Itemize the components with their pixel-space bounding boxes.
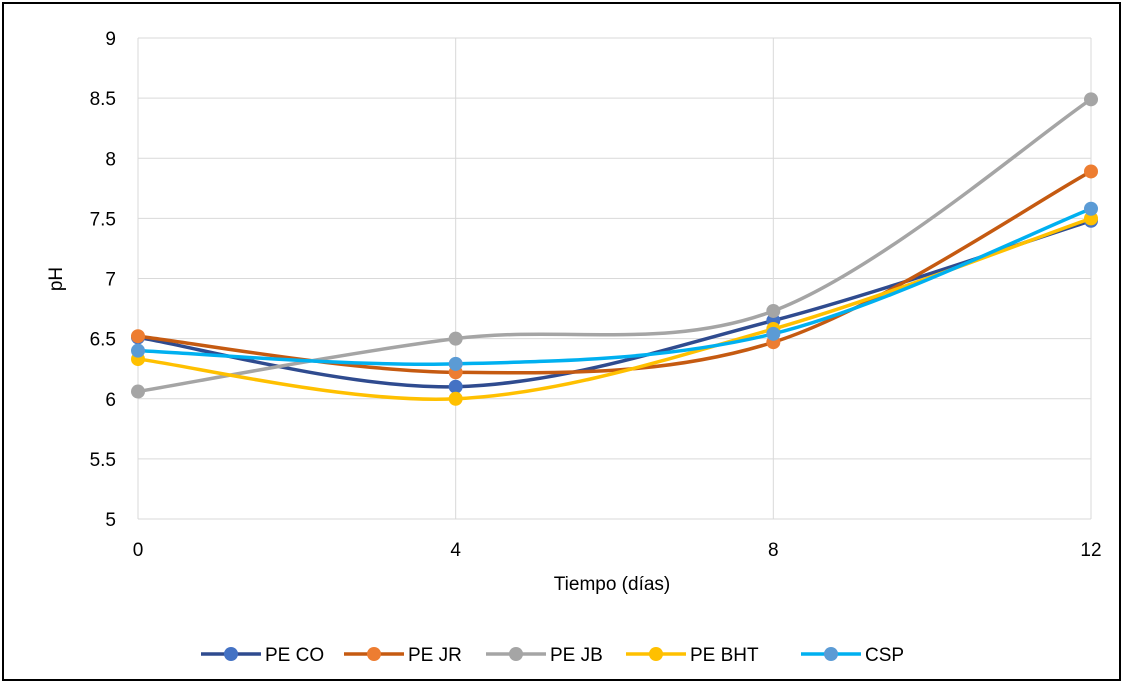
- data-point: [766, 303, 781, 318]
- data-point: [448, 379, 463, 394]
- legend-marker: [367, 647, 381, 661]
- x-tick-label: 12: [1080, 540, 1101, 561]
- legend-item: PE JR: [344, 645, 462, 666]
- legend-label: CSP: [865, 645, 904, 666]
- series-pe-jb: [131, 92, 1098, 399]
- data-point: [1084, 211, 1098, 226]
- x-tick-label: 4: [450, 540, 461, 561]
- legend-item: CSP: [801, 645, 904, 666]
- data-point: [448, 391, 463, 406]
- x-tick-label: 0: [133, 540, 144, 561]
- legend: PE CO PE JR PE JB PE BHT CSP: [201, 645, 904, 666]
- data-point: [1084, 164, 1098, 179]
- y-tick-label: 5.5: [90, 450, 116, 471]
- series-line: [136, 207, 1093, 366]
- series-line: [136, 97, 1093, 394]
- legend-label: PE JB: [550, 645, 603, 666]
- y-axis-ticks: 5 5.5 6 6.5 7 7.5 8 8.5 9: [90, 29, 116, 531]
- grid: [137, 37, 1092, 520]
- series-csp: [131, 201, 1098, 371]
- x-tick-label: 8: [768, 540, 779, 561]
- y-tick-label: 8: [105, 149, 116, 170]
- series-group: [131, 92, 1098, 406]
- y-tick-label: 7.5: [90, 209, 116, 230]
- legend-label: PE CO: [265, 645, 324, 666]
- data-point: [1084, 92, 1098, 107]
- series-pe-jr: [131, 164, 1098, 380]
- y-tick-label: 5: [105, 510, 116, 531]
- data-point: [131, 384, 145, 399]
- series-line: [136, 219, 1093, 389]
- legend-label: PE JR: [408, 645, 462, 666]
- data-point: [766, 326, 781, 341]
- data-point: [1084, 201, 1098, 216]
- data-point: [131, 343, 145, 358]
- data-point: [448, 331, 463, 346]
- legend-marker: [824, 647, 838, 661]
- y-tick-label: 9: [105, 29, 116, 50]
- legend-item: PE BHT: [626, 645, 759, 666]
- x-axis-label: Tiempo (días): [554, 574, 671, 595]
- data-point: [131, 329, 145, 344]
- legend-item: PE CO: [201, 645, 324, 666]
- series-pe-bht: [131, 211, 1098, 406]
- y-tick-label: 7: [105, 270, 116, 291]
- legend-marker: [224, 647, 238, 661]
- legend-label: PE BHT: [690, 645, 759, 666]
- x-axis-ticks: 0 4 8 12: [133, 540, 1102, 561]
- data-point: [448, 356, 463, 371]
- legend-item: PE JB: [486, 645, 603, 666]
- y-tick-label: 8.5: [90, 89, 116, 110]
- series-line: [136, 216, 1093, 401]
- legend-marker: [509, 647, 523, 661]
- y-axis-label: pH: [46, 267, 67, 291]
- legend-marker: [649, 647, 663, 661]
- y-tick-label: 6.5: [90, 330, 116, 351]
- y-tick-label: 6: [105, 390, 116, 411]
